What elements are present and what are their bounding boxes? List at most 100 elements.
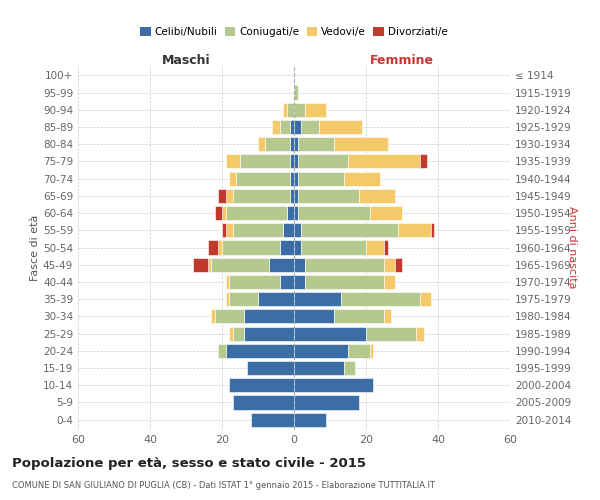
Bar (222, 223, 226, 238)
Bar (384, 310, 391, 324)
Bar (226, 275, 229, 289)
Bar (229, 275, 280, 289)
Bar (298, 172, 344, 185)
Bar (229, 326, 233, 340)
Bar (294, 396, 359, 409)
Bar (290, 154, 294, 168)
Bar (384, 240, 388, 254)
Bar (218, 189, 226, 203)
Bar (290, 189, 294, 203)
Bar (294, 86, 298, 100)
Bar (290, 172, 294, 185)
Bar (294, 102, 305, 117)
Bar (244, 326, 294, 340)
Bar (272, 120, 280, 134)
Bar (247, 361, 294, 375)
Text: Femmine: Femmine (370, 54, 434, 66)
Bar (294, 326, 366, 340)
Bar (294, 154, 298, 168)
Bar (301, 120, 319, 134)
Bar (294, 412, 326, 426)
Bar (280, 120, 290, 134)
Bar (208, 258, 211, 272)
Bar (294, 292, 341, 306)
Bar (233, 189, 290, 203)
Bar (222, 206, 226, 220)
Bar (359, 189, 395, 203)
Bar (290, 137, 294, 152)
Bar (280, 240, 294, 254)
Bar (366, 326, 416, 340)
Bar (269, 258, 294, 272)
Bar (244, 310, 294, 324)
Bar (283, 223, 294, 238)
Text: Popolazione per età, sesso e stato civile - 2015: Popolazione per età, sesso e stato civil… (12, 458, 366, 470)
Bar (283, 102, 287, 117)
Bar (298, 206, 370, 220)
Bar (236, 172, 290, 185)
Bar (233, 223, 283, 238)
Bar (319, 120, 362, 134)
Bar (420, 154, 427, 168)
Bar (233, 326, 244, 340)
Bar (226, 154, 240, 168)
Y-axis label: Fasce di età: Fasce di età (30, 214, 40, 280)
Bar (222, 240, 280, 254)
Bar (334, 137, 388, 152)
Bar (280, 275, 294, 289)
Bar (265, 137, 290, 152)
Bar (287, 206, 294, 220)
Bar (294, 361, 344, 375)
Bar (258, 292, 294, 306)
Bar (301, 223, 398, 238)
Bar (301, 240, 366, 254)
Bar (211, 310, 215, 324)
Bar (305, 275, 384, 289)
Bar (305, 258, 384, 272)
Text: COMUNE DI SAN GIULIANO DI PUGLIA (CB) - Dati ISTAT 1° gennaio 2015 - Elaborazion: COMUNE DI SAN GIULIANO DI PUGLIA (CB) - … (12, 481, 435, 490)
Bar (226, 206, 287, 220)
Bar (294, 172, 298, 185)
Legend: Celibi/Nubili, Coniugati/e, Vedovi/e, Divorziati/e: Celibi/Nubili, Coniugati/e, Vedovi/e, Di… (136, 23, 452, 41)
Bar (294, 240, 301, 254)
Bar (287, 102, 294, 117)
Bar (344, 361, 355, 375)
Bar (420, 292, 431, 306)
Bar (366, 240, 384, 254)
Bar (341, 292, 420, 306)
Bar (294, 223, 301, 238)
Bar (370, 206, 402, 220)
Bar (226, 223, 233, 238)
Bar (215, 206, 222, 220)
Bar (294, 189, 298, 203)
Bar (294, 258, 305, 272)
Bar (334, 310, 384, 324)
Bar (258, 137, 265, 152)
Bar (229, 378, 294, 392)
Bar (294, 137, 298, 152)
Bar (298, 189, 359, 203)
Bar (384, 275, 395, 289)
Bar (211, 258, 269, 272)
Bar (229, 172, 236, 185)
Bar (370, 344, 373, 358)
Bar (218, 344, 226, 358)
Bar (431, 223, 434, 238)
Bar (251, 412, 294, 426)
Bar (298, 154, 348, 168)
Bar (398, 223, 431, 238)
Bar (215, 310, 244, 324)
Bar (208, 240, 218, 254)
Bar (294, 275, 305, 289)
Bar (226, 344, 294, 358)
Bar (348, 154, 420, 168)
Bar (218, 240, 222, 254)
Bar (193, 258, 208, 272)
Bar (229, 292, 258, 306)
Bar (305, 102, 326, 117)
Bar (294, 206, 298, 220)
Bar (395, 258, 402, 272)
Bar (233, 396, 294, 409)
Bar (294, 120, 301, 134)
Bar (298, 137, 334, 152)
